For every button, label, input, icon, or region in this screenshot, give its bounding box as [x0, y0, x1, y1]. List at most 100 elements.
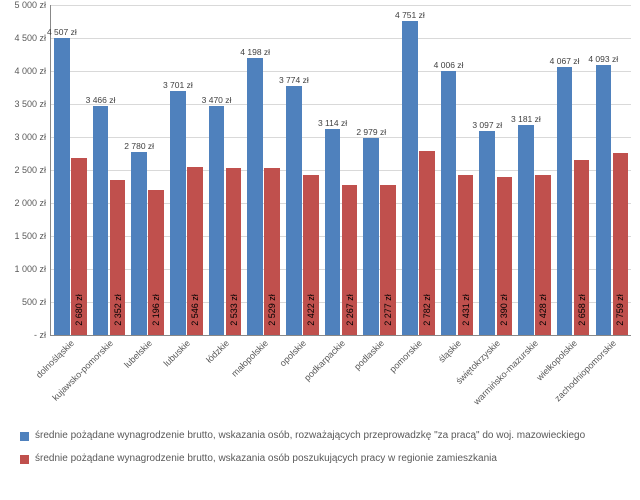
- bar-group: 3 774 zł 2 422 zł: [283, 5, 322, 335]
- bar-group: 4 067 zł 2 658 zł: [554, 5, 593, 335]
- bar-value-label: 3 097 zł: [472, 120, 502, 131]
- bar-value-label: 3 114 zł: [318, 118, 347, 129]
- x-tick-label: lubelskie: [122, 338, 154, 370]
- bar-value-label: 4 751 zł: [395, 10, 425, 21]
- bar-group: 4 751 zł 2 782 zł: [399, 5, 438, 335]
- bar-group: 4 093 zł 2 759 zł: [592, 5, 631, 335]
- bar-value-label: 2 422 zł: [306, 294, 316, 326]
- bar-red: 2 759 zł: [613, 153, 628, 335]
- x-tick-label: śląskie: [437, 338, 464, 365]
- bar-blue: 4 067 zł: [557, 67, 572, 335]
- x-tick-label: opolskie: [278, 338, 308, 368]
- bar-red: 2 422 zł: [303, 175, 318, 335]
- bar-blue: 3 466 zł: [93, 106, 108, 335]
- salary-bar-chart: 4 507 zł2 680 zł3 466 zł2 352 zł2 780 zł…: [0, 0, 640, 500]
- bar-value-label: 2 428 zł: [538, 294, 548, 326]
- bar-blue: 3 470 zł: [209, 106, 224, 335]
- x-label-cell: lubelskie: [127, 338, 166, 438]
- legend-item-red: średnie pożądane wynagrodzenie brutto, w…: [20, 453, 620, 466]
- y-tick-label: 500 zł: [0, 297, 46, 307]
- y-tick-label: 4 500 zł: [0, 33, 46, 43]
- bar-value-label: 2 759 zł: [615, 294, 625, 326]
- bar-red: 2 390 zł: [497, 177, 512, 335]
- bar-value-label: 2 267 zł: [345, 294, 355, 326]
- bar-value-label: 4 507 zł: [47, 27, 77, 38]
- x-label-cell: małopolskie: [243, 338, 282, 438]
- legend-label-red: średnie pożądane wynagrodzenie brutto, w…: [35, 453, 620, 466]
- x-label-cell: zachodniopomorskie: [591, 338, 630, 438]
- y-tick-label: 3 000 zł: [0, 132, 46, 142]
- bar-group: 3 097 zł2 390 zł: [476, 5, 515, 335]
- bar-value-label: 4 093 zł: [588, 54, 618, 65]
- bar-red: 2 428 zł: [535, 175, 550, 335]
- x-label-cell: pomorskie: [398, 338, 437, 438]
- legend-item-blue: średnie pożądane wynagrodzenie brutto, w…: [20, 430, 620, 443]
- bar-value-label: 2 529 zł: [267, 294, 277, 326]
- bar-red: 2 352 zł: [110, 180, 125, 335]
- bar-value-label: 2 658 zł: [577, 294, 587, 326]
- bar-red: 2 267 zł: [342, 185, 357, 335]
- bar-blue: 3 114 zł: [325, 129, 340, 335]
- y-tick-label: 1 000 zł: [0, 264, 46, 274]
- y-tick-label: 5 000 zł: [0, 0, 46, 10]
- x-tick-label: lubuskie: [162, 338, 192, 368]
- legend-label-blue: średnie pożądane wynagrodzenie brutto, w…: [35, 430, 620, 443]
- bar-group: 2 979 zł2 277 zł: [360, 5, 399, 335]
- y-tick-label: 2 500 zł: [0, 165, 46, 175]
- bar-value-label: 2 979 zł: [356, 127, 386, 138]
- bar-blue: 4 507 zł: [54, 38, 69, 335]
- bar-value-label: 2 782 zł: [422, 294, 432, 326]
- bar-red: 2 277 zł: [380, 185, 395, 335]
- bar-group: 3 181 zł 2 428 zł: [515, 5, 554, 335]
- bar-blue: 4 198 zł: [247, 58, 262, 335]
- bar-group: 4 198 zł 2 529 zł: [244, 5, 283, 335]
- x-label-cell: warmińsko-mazurskie: [514, 338, 553, 438]
- bar-value-label: 2 780 zł: [124, 141, 154, 152]
- bar-value-label: 2 680 zł: [74, 294, 84, 326]
- bar-blue: 3 181 zł: [518, 125, 533, 335]
- x-label-cell: lubuskie: [166, 338, 205, 438]
- bar-red: 2 431 zł: [458, 175, 473, 335]
- bar-red: 2 680 zł: [71, 158, 86, 335]
- bar-group: 3 466 zł2 352 zł: [90, 5, 129, 335]
- bar-group: 2 780 zł 2 196 zł: [128, 5, 167, 335]
- bar-value-label: 3 470 zł: [202, 95, 232, 106]
- x-tick-label: dolnośląskie: [34, 338, 76, 380]
- bar-value-label: 2 533 zł: [229, 294, 239, 326]
- x-label-cell: podkarpackie: [321, 338, 360, 438]
- x-label-cell: kujawsko-pomorskie: [89, 338, 128, 438]
- bar-group: 3 114 zł 2 267 zł: [322, 5, 361, 335]
- x-label-cell: śląskie: [437, 338, 476, 438]
- bar-blue: 4 751 zł: [402, 21, 417, 335]
- y-tick-label: 2 000 zł: [0, 198, 46, 208]
- bar-value-label: 2 196 zł: [151, 294, 161, 326]
- bar-blue: 4 093 zł: [596, 65, 611, 335]
- bar-group: 4 006 zł2 431 zł: [438, 5, 477, 335]
- legend-swatch-red: [20, 455, 29, 464]
- bar-red: 2 533 zł: [226, 168, 241, 335]
- bar-value-label: 2 390 zł: [499, 294, 509, 326]
- bar-value-label: 2 546 zł: [190, 294, 200, 326]
- bar-value-label: 4 198 zł: [240, 47, 270, 58]
- bar-blue: 2 780 zł: [131, 152, 146, 335]
- bar-value-label: 3 466 zł: [86, 95, 116, 106]
- legend: średnie pożądane wynagrodzenie brutto, w…: [20, 430, 620, 475]
- bar-red: 2 529 zł: [264, 168, 279, 335]
- bar-blue: 3 774 zł: [286, 86, 301, 335]
- bar-value-label: 2 431 zł: [461, 294, 471, 326]
- bar-red: 2 196 zł: [148, 190, 163, 335]
- x-label-cell: opolskie: [282, 338, 321, 438]
- bar-value-label: 3 181 zł: [511, 114, 541, 125]
- bar-red: 2 546 zł: [187, 167, 202, 335]
- bar-value-label: 3 774 zł: [279, 75, 309, 86]
- plot-area: 4 507 zł2 680 zł3 466 zł2 352 zł2 780 zł…: [50, 5, 631, 336]
- bar-value-label: 3 701 zł: [163, 80, 193, 91]
- bar-group: 3 470 zł 2 533 zł: [206, 5, 245, 335]
- bar-red: 2 782 zł: [419, 151, 434, 335]
- bar-value-label: 4 067 zł: [550, 56, 580, 67]
- bar-value-label: 2 277 zł: [383, 294, 393, 326]
- y-tick-label: 4 000 zł: [0, 66, 46, 76]
- y-tick-label: - zł: [0, 330, 46, 340]
- x-label-cell: łódzkie: [205, 338, 244, 438]
- legend-swatch-blue: [20, 432, 29, 441]
